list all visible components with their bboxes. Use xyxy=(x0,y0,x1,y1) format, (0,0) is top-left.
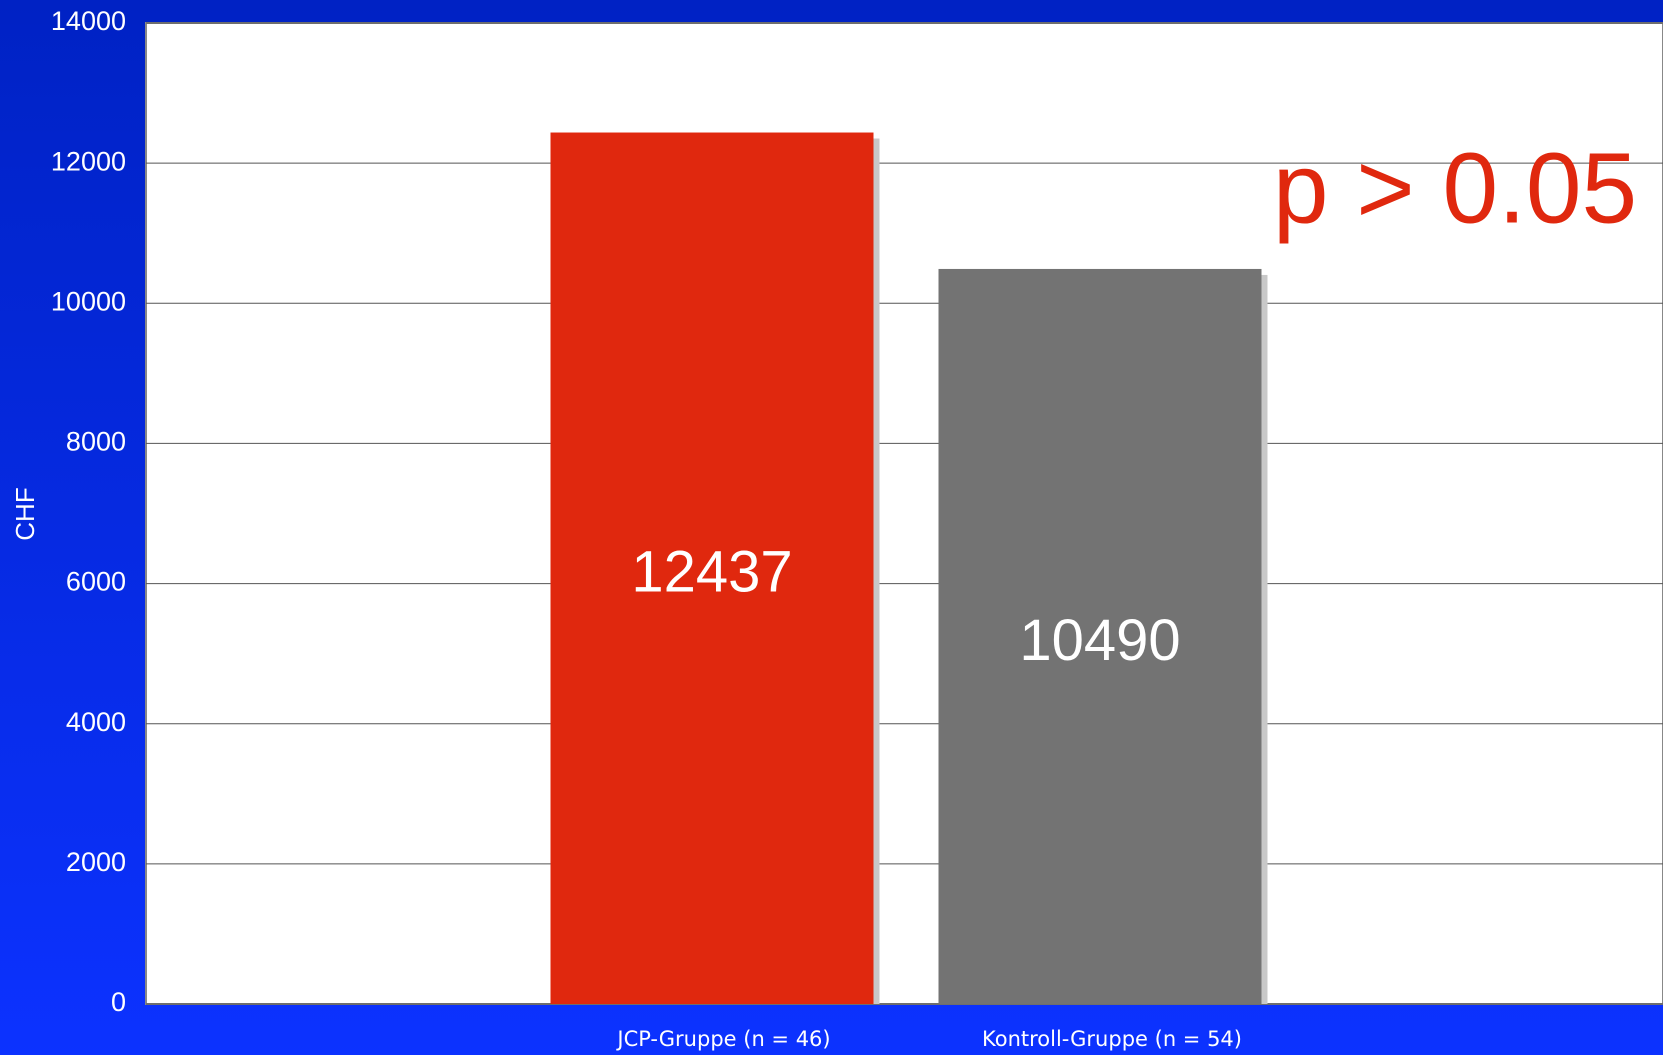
y-tick-label: 0 xyxy=(111,987,126,1017)
x-tick-label: JCP-Gruppe (n = 46) xyxy=(615,1027,830,1051)
value-label: 10490 xyxy=(1019,608,1180,673)
bar xyxy=(938,268,1262,1005)
annotation: p > 0.05 xyxy=(1273,132,1637,244)
x-tick-label: Kontroll-Gruppe (n = 54) xyxy=(982,1027,1242,1051)
y-tick-label: 6000 xyxy=(66,567,126,597)
plot-area xyxy=(145,22,1663,1005)
y-tick-label: 4000 xyxy=(66,707,126,737)
y-axis-label: CHF xyxy=(10,487,40,540)
y-tick-label: 2000 xyxy=(66,847,126,877)
y-tick-label: 12000 xyxy=(51,146,126,176)
y-tick-label: 14000 xyxy=(51,6,126,36)
y-tick-label: 10000 xyxy=(51,286,126,316)
bar xyxy=(550,132,874,1005)
y-tick-label: 8000 xyxy=(66,427,126,457)
value-label: 12437 xyxy=(631,540,792,605)
